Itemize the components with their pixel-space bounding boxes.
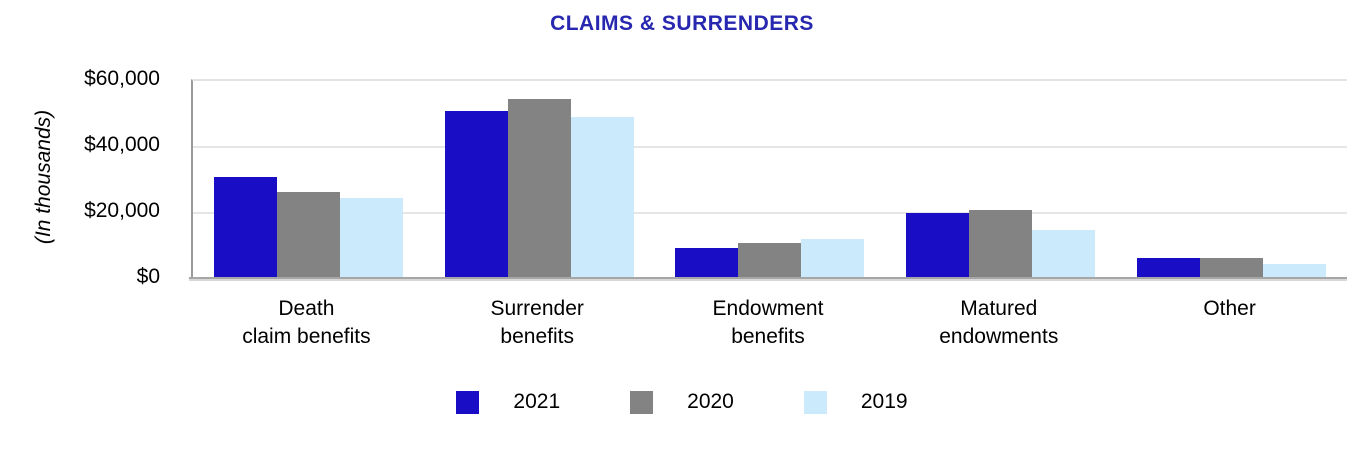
legend-label-2021: 2021 <box>513 390 561 413</box>
x-label-surrender-benefits: Surrender benefits <box>490 297 584 348</box>
y-tick-label: $40,000 <box>84 133 160 156</box>
bar-group-endowment-benefits <box>655 81 886 279</box>
gridline <box>193 212 1347 214</box>
bar-2021-other <box>1137 257 1201 279</box>
x-axis-line <box>189 277 1347 279</box>
gridline <box>193 146 1347 148</box>
bar-2021-matured-endowments <box>906 213 970 279</box>
legend-label-2019: 2019 <box>860 390 908 413</box>
bar-2019-death-claim-benefits <box>339 198 403 279</box>
x-axis-category-labels: Death claim benefits Surrender benefits En… <box>191 295 1345 351</box>
x-label-matured-endowments: Matured endowments <box>939 297 1059 348</box>
chart-title: CLAIMS & SURRENDERS <box>550 12 814 35</box>
bar-2021-surrender-benefits <box>444 110 508 279</box>
bar-group-surrender-benefits <box>424 81 655 279</box>
legend-swatch-2020 <box>630 390 654 414</box>
bar-2020-surrender-benefits <box>507 99 571 279</box>
x-label-endowment-benefits: Endowment benefits <box>712 297 824 348</box>
bar-2021-death-claim-benefits <box>213 176 277 279</box>
legend: 2021 2020 2019 <box>0 390 1364 414</box>
y-tick-label: $0 <box>136 265 160 288</box>
bar-2020-other <box>1200 257 1264 279</box>
legend-item-2019: 2019 <box>803 390 908 414</box>
bar-2020-endowment-benefits <box>738 242 802 279</box>
legend-item-2021: 2021 <box>456 390 560 414</box>
legend-swatch-2019 <box>803 390 827 414</box>
x-label-other: Other <box>1203 297 1256 320</box>
bar-groups <box>193 81 1347 279</box>
bar-2019-surrender-benefits <box>570 117 634 279</box>
bar-2019-other <box>1263 264 1327 279</box>
bar-group-matured-endowments <box>885 81 1116 279</box>
bar-group-death-claim-benefits <box>193 81 424 279</box>
bar-2021-endowment-benefits <box>675 247 739 279</box>
bar-2020-matured-endowments <box>969 209 1033 279</box>
y-tick-label: $60,000 <box>84 67 160 90</box>
legend-item-2020: 2020 <box>630 390 734 414</box>
bar-2019-matured-endowments <box>1032 229 1096 279</box>
bar-2020-death-claim-benefits <box>276 191 340 279</box>
bar-2019-endowment-benefits <box>801 239 865 279</box>
bar-group-other <box>1116 81 1347 279</box>
x-label-death-claim-benefits: Death claim benefits <box>242 297 371 348</box>
plot-area <box>191 79 1347 279</box>
y-tick-label: $20,000 <box>84 199 160 222</box>
legend-label-2020: 2020 <box>687 390 734 413</box>
legend-swatch-2021 <box>456 390 480 414</box>
